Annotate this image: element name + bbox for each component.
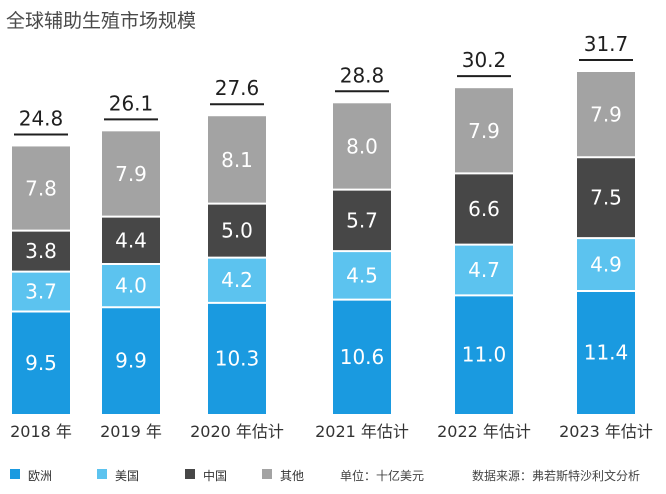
value-label-usa-cat-4: 4.7 (468, 258, 500, 282)
legend-swatch-europe (10, 469, 20, 479)
legend-swatch-china (185, 469, 195, 479)
value-label-europe-cat-2: 10.3 (215, 346, 260, 370)
total-label-cat-5: 31.7 (584, 32, 629, 56)
legend-label-europe: 欧洲 (28, 469, 52, 483)
x-tick-label-cat-5: 2023 年估计 (559, 422, 653, 441)
bar-europe-cat-4 (455, 295, 513, 414)
value-label-other-cat-0: 7.8 (25, 177, 57, 201)
value-label-usa-cat-3: 4.5 (346, 263, 378, 287)
value-label-usa-cat-0: 3.7 (25, 280, 57, 304)
bar-usa-cat-3 (333, 251, 391, 300)
bar-europe-cat-1 (102, 307, 160, 414)
bar-other-cat-1 (102, 131, 160, 217)
value-label-europe-cat-5: 11.4 (584, 341, 629, 365)
bar-usa-cat-2 (208, 257, 266, 303)
value-label-europe-cat-1: 9.9 (115, 349, 147, 373)
value-label-usa-cat-5: 4.9 (590, 253, 622, 277)
unit-note: 单位：十亿美元 (340, 468, 424, 483)
value-label-europe-cat-0: 9.5 (25, 351, 57, 375)
legend-swatch-usa (97, 469, 107, 479)
x-tick-label-cat-0: 2018 年 (10, 422, 72, 441)
value-label-usa-cat-1: 4.0 (115, 274, 147, 298)
total-label-cat-3: 28.8 (340, 63, 385, 87)
bar-other-cat-4 (455, 88, 513, 174)
bars-layer (12, 72, 635, 414)
bar-europe-cat-5 (577, 291, 635, 414)
legend: 欧洲 美国 中国 其他 (10, 468, 304, 483)
value-label-other-cat-5: 7.9 (590, 103, 622, 127)
bar-china-cat-0 (12, 230, 70, 272)
value-label-china-cat-4: 6.6 (468, 197, 500, 221)
x-tick-label-cat-3: 2021 年估计 (315, 422, 409, 441)
bar-usa-cat-4 (455, 244, 513, 296)
total-label-cat-1: 26.1 (109, 91, 154, 115)
bar-china-cat-5 (577, 157, 635, 239)
value-label-usa-cat-2: 4.2 (221, 268, 253, 292)
bar-usa-cat-0 (12, 271, 70, 312)
value-label-china-cat-5: 7.5 (590, 186, 622, 210)
legend-swatch-other (262, 469, 272, 479)
legend-label-other: 其他 (280, 469, 304, 483)
bar-europe-cat-2 (208, 302, 266, 414)
bar-usa-cat-5 (577, 238, 635, 292)
labels-layer: 9.5 3.7 3.8 7.8 24.8 2018 年 9.9 4.0 4.4 7.9 26.1 20… (10, 32, 653, 441)
total-label-cat-2: 27.6 (215, 76, 260, 100)
bar-china-cat-4 (455, 173, 513, 245)
value-label-other-cat-1: 7.9 (115, 162, 147, 186)
x-tick-label-cat-2: 2020 年估计 (190, 422, 284, 441)
value-label-other-cat-4: 7.9 (468, 119, 500, 143)
total-label-cat-4: 30.2 (462, 48, 507, 72)
bar-europe-cat-0 (12, 311, 70, 414)
value-label-china-cat-0: 3.8 (25, 239, 57, 263)
value-label-europe-cat-3: 10.6 (340, 345, 385, 369)
x-tick-label-cat-4: 2022 年估计 (437, 422, 531, 441)
source-note: 数据来源：弗若斯特沙利文分析 (472, 468, 640, 483)
bar-other-cat-0 (12, 146, 70, 231)
x-tick-label-cat-1: 2019 年 (100, 422, 162, 441)
legend-label-usa: 美国 (115, 469, 139, 483)
bar-other-cat-5 (577, 72, 635, 158)
value-label-other-cat-2: 8.1 (221, 148, 253, 172)
total-label-cat-0: 24.8 (19, 106, 64, 130)
value-label-china-cat-2: 5.0 (221, 219, 253, 243)
bar-europe-cat-3 (333, 299, 391, 414)
chart-title: 全球辅助生殖市场规模 (6, 10, 196, 32)
bar-other-cat-3 (333, 103, 391, 190)
bar-china-cat-3 (333, 189, 391, 252)
value-label-china-cat-1: 4.4 (115, 228, 147, 252)
value-label-other-cat-3: 8.0 (346, 134, 378, 158)
value-label-europe-cat-4: 11.0 (462, 343, 507, 367)
legend-label-china: 中国 (203, 468, 227, 483)
bar-usa-cat-1 (102, 264, 160, 308)
value-label-china-cat-3: 5.7 (346, 208, 378, 232)
bar-other-cat-2 (208, 116, 266, 204)
bar-china-cat-2 (208, 203, 266, 258)
bar-china-cat-1 (102, 216, 160, 265)
